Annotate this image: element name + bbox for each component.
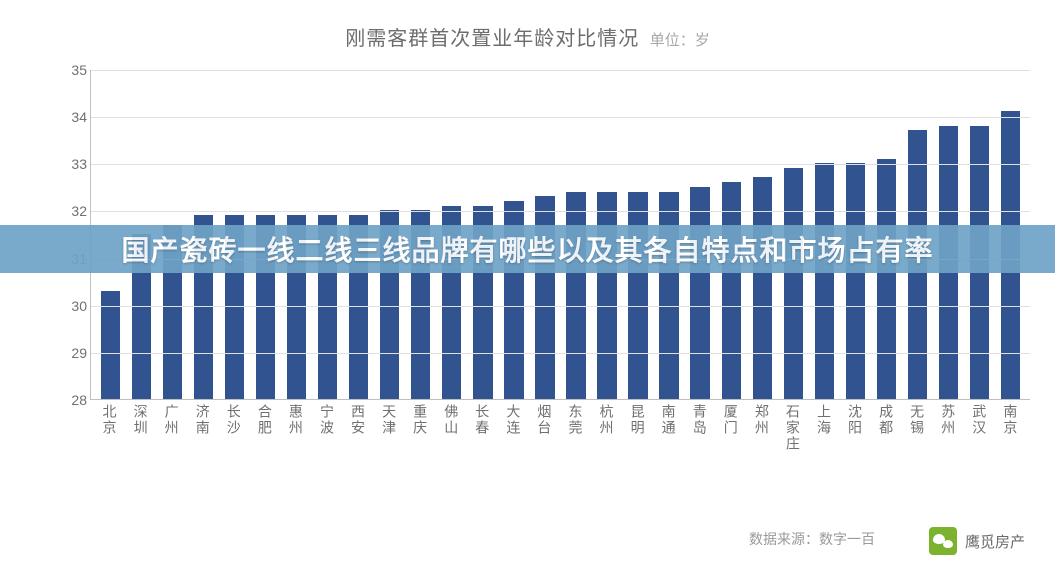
x-label-slot: 苏州 <box>933 404 964 452</box>
x-tick-label: 长春 <box>472 404 492 452</box>
x-label-slot: 深圳 <box>125 404 156 452</box>
account-name: 鹰觅房产 <box>965 531 1025 552</box>
bar <box>846 163 865 399</box>
x-label-slot: 天津 <box>374 404 405 452</box>
x-tick-label: 大连 <box>503 404 523 452</box>
bar <box>815 163 834 399</box>
bar <box>659 192 678 399</box>
x-label-slot: 长春 <box>467 404 498 452</box>
bar <box>877 159 896 399</box>
x-label-slot: 武汉 <box>964 404 995 452</box>
x-tick-label: 沈阳 <box>845 404 865 452</box>
footer-account: 鹰觅房产 <box>929 527 1025 555</box>
x-tick-label: 佛山 <box>441 404 461 452</box>
x-label-slot: 惠州 <box>280 404 311 452</box>
x-label-slot: 佛山 <box>436 404 467 452</box>
chart-header: 刚需客群首次置业年龄对比情况 单位：岁 <box>0 0 1055 61</box>
bar <box>784 168 803 399</box>
x-label-slot: 无锡 <box>902 404 933 452</box>
x-label-slot: 重庆 <box>405 404 436 452</box>
x-tick-label: 南通 <box>659 404 679 452</box>
x-label-slot: 郑州 <box>746 404 777 452</box>
x-label-slot: 北京 <box>94 404 125 452</box>
x-label-slot: 昆明 <box>622 404 653 452</box>
x-label-slot: 杭州 <box>591 404 622 452</box>
y-tick-label: 29 <box>61 345 87 361</box>
gridline <box>91 70 1030 71</box>
wechat-icon <box>929 527 957 555</box>
bar <box>722 182 741 399</box>
bar <box>101 291 120 399</box>
x-tick-label: 武汉 <box>969 404 989 452</box>
gridline <box>91 306 1030 307</box>
x-tick-label: 昆明 <box>628 404 648 452</box>
x-tick-label: 长沙 <box>224 404 244 452</box>
y-tick-label: 34 <box>61 109 87 125</box>
x-tick-label: 杭州 <box>597 404 617 452</box>
x-axis-labels: 北京深圳广州济南长沙合肥惠州宁波西安天津重庆佛山长春大连烟台东莞杭州昆明南通青岛… <box>90 404 1030 452</box>
x-tick-label: 郑州 <box>752 404 772 452</box>
bar <box>597 192 616 399</box>
overlay-text: 国产瓷砖一线二线三线品牌有哪些以及其各自特点和市场占有率 <box>121 229 933 269</box>
x-label-slot: 西安 <box>343 404 374 452</box>
x-label-slot: 上海 <box>808 404 839 452</box>
x-tick-label: 重庆 <box>410 404 430 452</box>
bar <box>690 187 709 399</box>
x-tick-label: 济南 <box>193 404 213 452</box>
x-tick-label: 烟台 <box>534 404 554 452</box>
x-tick-label: 北京 <box>100 404 120 452</box>
x-tick-label: 无锡 <box>907 404 927 452</box>
x-tick-label: 青岛 <box>690 404 710 452</box>
data-source: 数据来源：数字一百 <box>749 529 875 549</box>
x-label-slot: 宁波 <box>311 404 342 452</box>
x-label-slot: 东莞 <box>560 404 591 452</box>
overlay-banner: 国产瓷砖一线二线三线品牌有哪些以及其各自特点和市场占有率 <box>0 225 1055 273</box>
bar <box>628 192 647 399</box>
y-tick-label: 33 <box>61 156 87 172</box>
x-tick-label: 惠州 <box>286 404 306 452</box>
x-tick-label: 天津 <box>379 404 399 452</box>
x-label-slot: 石家庄 <box>777 404 808 452</box>
x-label-slot: 南京 <box>995 404 1026 452</box>
x-label-slot: 沈阳 <box>840 404 871 452</box>
x-tick-label: 东莞 <box>565 404 585 452</box>
gridline <box>91 117 1030 118</box>
x-label-slot: 合肥 <box>249 404 280 452</box>
x-tick-label: 广州 <box>162 404 182 452</box>
gridline <box>91 211 1030 212</box>
x-tick-label: 成都 <box>876 404 896 452</box>
chart-unit: 单位：岁 <box>650 32 710 49</box>
x-tick-label: 石家庄 <box>783 404 803 452</box>
x-label-slot: 烟台 <box>529 404 560 452</box>
y-tick-label: 35 <box>61 62 87 78</box>
y-tick-label: 30 <box>61 298 87 314</box>
x-tick-label: 西安 <box>348 404 368 452</box>
x-tick-label: 合肥 <box>255 404 275 452</box>
x-tick-label: 深圳 <box>131 404 151 452</box>
chart-title: 刚需客群首次置业年龄对比情况 <box>345 28 639 50</box>
x-tick-label: 厦门 <box>721 404 741 452</box>
x-label-slot: 济南 <box>187 404 218 452</box>
x-label-slot: 大连 <box>498 404 529 452</box>
x-tick-label: 南京 <box>1000 404 1020 452</box>
x-label-slot: 长沙 <box>218 404 249 452</box>
x-label-slot: 成都 <box>871 404 902 452</box>
x-label-slot: 南通 <box>653 404 684 452</box>
x-label-slot: 广州 <box>156 404 187 452</box>
y-tick-label: 28 <box>61 392 87 408</box>
bar <box>566 192 585 399</box>
x-tick-label: 宁波 <box>317 404 337 452</box>
x-label-slot: 青岛 <box>684 404 715 452</box>
gridline <box>91 164 1030 165</box>
y-tick-label: 32 <box>61 203 87 219</box>
x-tick-label: 苏州 <box>938 404 958 452</box>
x-tick-label: 上海 <box>814 404 834 452</box>
gridline <box>91 353 1030 354</box>
x-label-slot: 厦门 <box>715 404 746 452</box>
